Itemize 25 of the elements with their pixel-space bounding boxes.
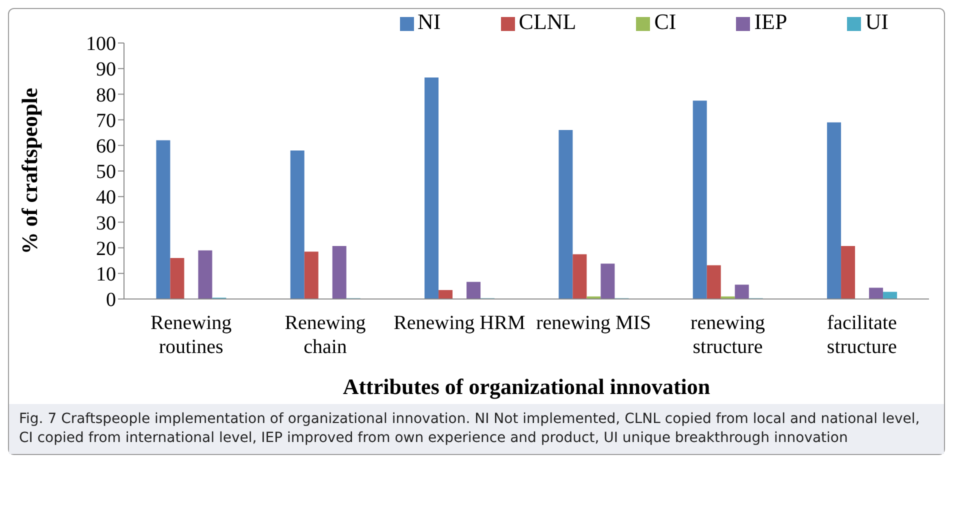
y-tick-label: 20 (96, 238, 116, 260)
x-tick-label: facilitate structure (826, 312, 898, 358)
y-axis-title: % of craftspeople (16, 88, 42, 254)
y-tick-label: 80 (96, 84, 116, 106)
x-tick-label: renewing MIS (536, 312, 652, 334)
legend-label: IEP (754, 9, 788, 34)
y-tick-label: 50 (96, 161, 116, 184)
x-tick-label: renewing structure (690, 312, 765, 358)
caption: Fig. 7 Craftspeople implementation of organizational innovation. NI Not implemented, CLNL copied from local and national level, CI copied from international level, IEP improved from own experience and product, UI unique breakthrough innovation (19, 410, 921, 448)
x-axis-title: Attributes of organizational innovation (342, 374, 710, 399)
x-tick-label: Renewing routines (150, 312, 232, 358)
y-tick-label: 70 (96, 110, 116, 132)
legend-label: CI (654, 9, 676, 34)
y-tick-label: 0 (106, 289, 116, 312)
legend-label: CLNL (518, 9, 576, 34)
legend-label: NI (418, 9, 441, 34)
y-tick-label: 30 (96, 212, 116, 234)
legend-label: UI (865, 9, 888, 34)
x-tick-label: Renewing HRM (394, 312, 526, 334)
y-tick-label: 60 (96, 136, 116, 158)
y-tick-label: 90 (96, 58, 116, 81)
y-tick-label: 100 (86, 33, 116, 56)
x-tick-label: Renewing chain (284, 312, 366, 358)
y-tick-label: 10 (96, 264, 116, 286)
y-tick-label: 40 (96, 186, 116, 209)
